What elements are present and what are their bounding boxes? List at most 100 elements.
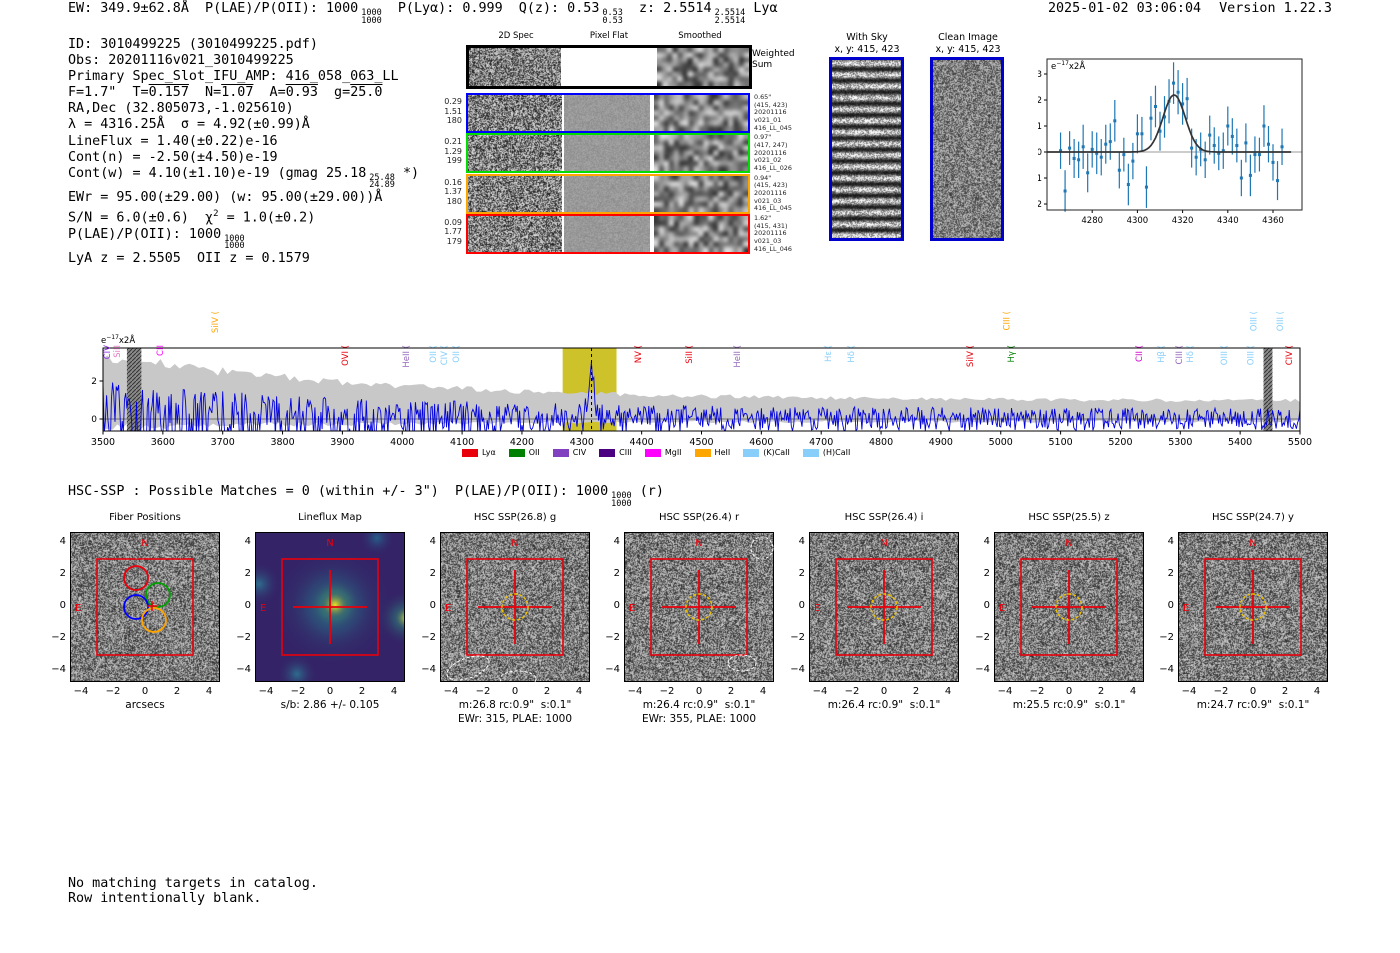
cutout-y-tick: 0 bbox=[244, 600, 251, 611]
cutout-x-tick: −2 bbox=[105, 686, 121, 697]
cutout-x-tick: 4 bbox=[1129, 686, 1137, 697]
cutout-title: HSC SSP(25.5) z bbox=[1028, 512, 1110, 523]
cutout-y-tick: 4 bbox=[1167, 536, 1174, 547]
cutout-x-tick: 4 bbox=[759, 686, 767, 697]
x-tick-label: 5300 bbox=[1168, 437, 1192, 448]
other-fiber-circle bbox=[111, 623, 153, 665]
emission-line-label: SiII ( bbox=[685, 345, 695, 364]
cutout-x-tick: −2 bbox=[1029, 686, 1045, 697]
gaussian-fit-curve bbox=[1047, 93, 1292, 153]
cutout-x-tick: 2 bbox=[543, 686, 551, 697]
detection-info-block: ID: 3010499225 (3010499225.pdf) Obs: 2020… bbox=[68, 37, 419, 267]
line-fit-chart: 3 2 1 0 -1 -2 4280 4300 4320 4340 4360 bbox=[1038, 58, 1303, 226]
aperture-circle bbox=[1055, 593, 1083, 621]
cutout-x-tick: −4 bbox=[258, 686, 274, 697]
cutout-y-tick: 4 bbox=[59, 536, 66, 547]
masked-band-hatch bbox=[1263, 348, 1273, 431]
text-run: RA,Dec (32.805073,-1.025610) bbox=[68, 101, 294, 117]
data-point bbox=[1276, 179, 1280, 183]
cutout-y-tick: 2 bbox=[1167, 568, 1174, 579]
cutout-x-tick: −4 bbox=[1181, 686, 1197, 697]
legend-label: OII bbox=[528, 448, 540, 457]
y-tick-label: 1 bbox=[1038, 122, 1042, 132]
info-line: Cont(n) = -2.50(±4.50)e-19 bbox=[68, 150, 419, 166]
data-point bbox=[1262, 124, 1266, 128]
y-tick-label: -2 bbox=[1038, 200, 1042, 210]
cutout-x-tick: 0 bbox=[326, 686, 334, 697]
text-run: F=1.7" T= bbox=[68, 85, 149, 101]
north-label: N bbox=[1065, 538, 1072, 549]
cutout-x-tick: −4 bbox=[997, 686, 1013, 697]
clean-image-box bbox=[930, 57, 1004, 241]
cutout-y-tick: −4 bbox=[1159, 664, 1174, 675]
y-tick-label: 3 bbox=[1038, 70, 1042, 80]
stacked-fraction: 1000 1000 bbox=[224, 235, 244, 251]
emission-line-label: SiII bbox=[113, 345, 123, 358]
text-run: g= bbox=[317, 85, 351, 101]
extraction-box bbox=[281, 558, 379, 656]
data-point bbox=[1077, 158, 1081, 162]
axes-box bbox=[1046, 58, 1303, 211]
x-tick-label: 4900 bbox=[929, 437, 953, 448]
superscript: −17 bbox=[106, 334, 119, 341]
emission-line-label: HeII ( bbox=[733, 345, 743, 368]
stacked-fraction: 2.5514 2.5514 bbox=[715, 9, 746, 25]
data-point bbox=[1140, 132, 1144, 136]
other-fiber-circle bbox=[141, 545, 183, 587]
data-point bbox=[1230, 134, 1234, 138]
cutout-x-tick: 0 bbox=[141, 686, 149, 697]
y-tick-label: 2 bbox=[1038, 96, 1042, 106]
line-fit-unit-label: e−17x2Å bbox=[1051, 60, 1085, 72]
cutout-x-tick: −2 bbox=[844, 686, 860, 697]
y-tick-label: 0 bbox=[91, 415, 97, 425]
x-tick-label: 4200 bbox=[510, 437, 534, 448]
spec2d-image bbox=[468, 95, 562, 131]
cutout-caption: m:24.7 rc:0.9" s:0.1" bbox=[1196, 699, 1310, 711]
spec2d-fiber-row bbox=[466, 173, 750, 214]
cutout-x-tick: −2 bbox=[475, 686, 491, 697]
data-point bbox=[1226, 124, 1230, 128]
east-label: E bbox=[445, 603, 451, 614]
cutout-x-tick: 0 bbox=[511, 686, 519, 697]
cutout-x-tick: 0 bbox=[1065, 686, 1073, 697]
data-point bbox=[1117, 168, 1121, 172]
fraction-top: 25.48 bbox=[369, 172, 395, 183]
x-tick-label: 4300 bbox=[1127, 216, 1149, 226]
cutout-title: Lineflux Map bbox=[298, 512, 362, 523]
data-point bbox=[1203, 158, 1207, 162]
x-tick-label: 5500 bbox=[1288, 437, 1312, 448]
emission-line-label: CII ( bbox=[1135, 345, 1145, 362]
clean-image-header: Clean Image x, y: 415, 423 bbox=[935, 32, 1001, 55]
cutout-x-tick: −4 bbox=[73, 686, 89, 697]
emission-line-label: OIII ( bbox=[1249, 311, 1259, 331]
info-line: S/N = 6.0(±0.6) χ2 = 1.0(±0.2) bbox=[68, 206, 419, 227]
text-run: LineFlux = 1.40(±0.22)e-16 bbox=[68, 133, 278, 149]
info-line: LineFlux = 1.40(±0.22)e-16 bbox=[68, 134, 419, 150]
info-line: EWr = 95.00(±29.00) (w: 95.00(±29.00))Å bbox=[68, 190, 419, 206]
text-run: Primary Spec_Slot_IFU_AMP: 416_058_063_L… bbox=[68, 69, 399, 85]
emission-line-label: HeII ( bbox=[402, 345, 412, 368]
data-point bbox=[1131, 159, 1135, 163]
cutout-caption: EWr: 315, PLAE: 1000 bbox=[457, 713, 573, 725]
cutout-x-tick: 4 bbox=[390, 686, 398, 697]
overlined-text: 0.93 bbox=[285, 85, 318, 101]
cutout-y-tick: 4 bbox=[613, 536, 620, 547]
extraction-box bbox=[466, 558, 564, 656]
north-label: N bbox=[695, 538, 702, 549]
catalog-match-note: No matching targets in catalog. bbox=[68, 876, 318, 891]
data-point bbox=[1072, 157, 1076, 160]
other-fiber-circle bbox=[151, 606, 193, 648]
cutout-x-tick: 2 bbox=[1281, 686, 1289, 697]
text-run: Obs: 20201116v021_3010499225 bbox=[68, 53, 294, 69]
cutout-y-tick: −2 bbox=[51, 632, 66, 643]
legend-swatch bbox=[508, 448, 525, 457]
axes-box bbox=[809, 532, 959, 682]
smoothed-image bbox=[654, 175, 748, 212]
extraction-box bbox=[1204, 558, 1302, 656]
x-tick-label: 4300 bbox=[570, 437, 594, 448]
text-run: EW: 349.9±62.8Å P(LAE)/P(OII): 1000 bbox=[68, 1, 359, 16]
emission-line-label: OII ( bbox=[429, 345, 439, 363]
cutout-title: HSC SSP(26.4) r bbox=[658, 512, 740, 523]
cutout-x-tick: 0 bbox=[695, 686, 703, 697]
x-tick-label: 3500 bbox=[91, 437, 115, 448]
